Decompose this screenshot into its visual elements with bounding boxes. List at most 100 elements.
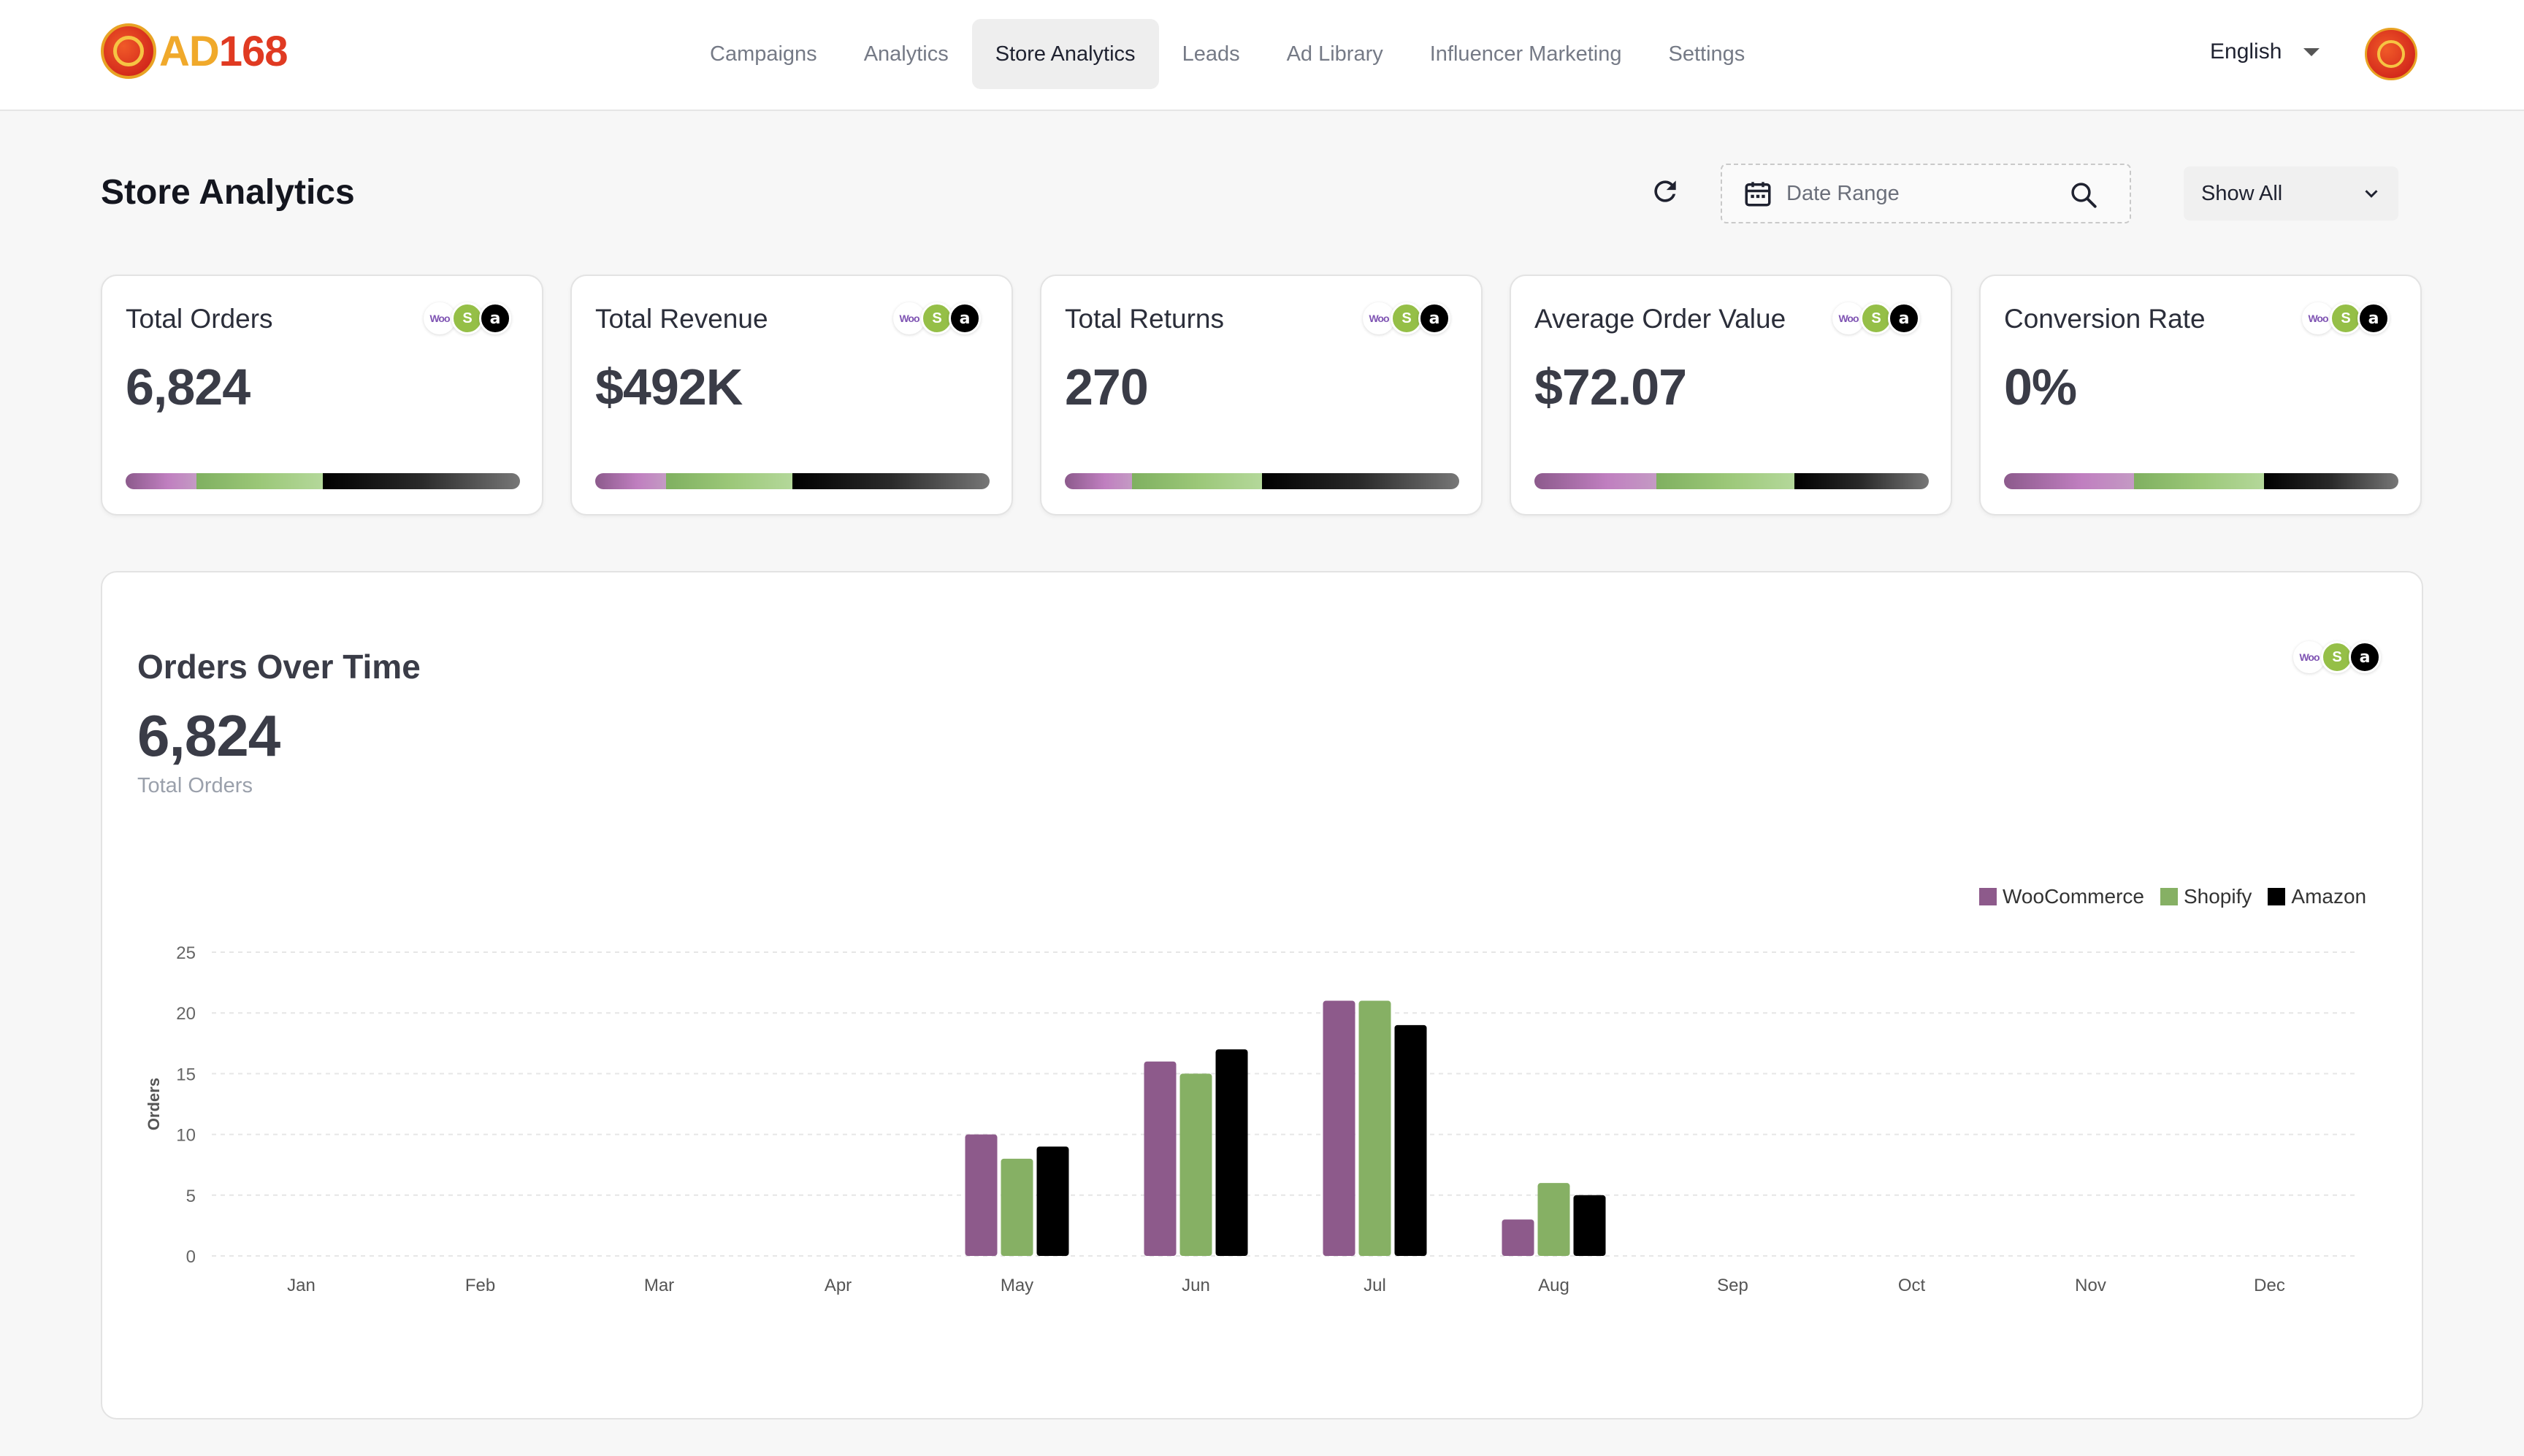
page-title: Store Analytics (101, 173, 355, 212)
bar-shopify-aug (1537, 1183, 1570, 1256)
split-woocommerce (1065, 473, 1132, 489)
brand-logo[interactable]: AD168 (101, 22, 288, 80)
split-amazon (322, 473, 520, 489)
split-shopify (196, 473, 323, 489)
split-amazon (1794, 473, 1929, 489)
caret-down-icon (2303, 47, 2320, 56)
split-shopify (1131, 473, 1262, 489)
x-tick-label: Sep (1717, 1276, 1748, 1295)
x-tick-label: Oct (1898, 1276, 1926, 1295)
split-amazon (1261, 473, 1459, 489)
nav-item-analytics[interactable]: Analytics (863, 42, 949, 66)
bar-amazon-may (1036, 1146, 1069, 1256)
chevron-down-icon (2365, 190, 2378, 198)
bar-shopify-may (1001, 1158, 1033, 1256)
nav-item-influencer-marketing[interactable]: Influencer Marketing (1429, 42, 1622, 66)
bar-amazon-jun (1215, 1049, 1248, 1256)
legend-swatch (2160, 888, 2178, 905)
shopify-icon: S (451, 302, 483, 334)
legend-label: Amazon (2291, 885, 2367, 908)
amazon-icon: a (1418, 302, 1450, 334)
store-logos: Woo S a (893, 302, 981, 334)
woocommerce-icon: Woo (424, 302, 456, 334)
store-split-bar (595, 473, 990, 489)
amazon-icon: a (949, 302, 981, 334)
split-shopify (666, 473, 792, 489)
amazon-icon: a (1888, 302, 1920, 334)
user-avatar[interactable] (2365, 28, 2417, 80)
y-axis-label: Orders (145, 1078, 163, 1130)
split-woocommerce (2004, 473, 2135, 489)
kpi-value: 6,824 (126, 359, 251, 415)
date-range-input[interactable] (1786, 181, 2079, 206)
store-logos: Woo S a (424, 302, 511, 334)
top-navigation-bar: AD168 Campaigns Analytics Store Analytic… (0, 0, 2524, 111)
x-tick-label: Mar (644, 1276, 674, 1295)
kpi-value: $492K (595, 359, 743, 415)
x-tick-label: May (1001, 1276, 1033, 1295)
legend-item-shopify[interactable]: Shopify (2160, 885, 2252, 908)
bar-amazon-aug (1573, 1195, 1606, 1256)
store-split-bar (1065, 473, 1459, 489)
store-split-bar (2004, 473, 2398, 489)
kpi-label: Total Orders (126, 304, 273, 334)
y-tick-label: 10 (176, 1126, 196, 1146)
language-selector[interactable]: English (2210, 39, 2320, 64)
orders-over-time-card: Orders Over Time Woo S a 6,824 Total Ord… (101, 571, 2423, 1419)
bar-amazon-jul (1394, 1024, 1427, 1256)
kpi-value: 270 (1065, 359, 1149, 415)
legend-label: WooCommerce (2003, 885, 2144, 908)
brand-prefix: AD (159, 27, 220, 75)
woocommerce-icon: Woo (2302, 302, 2334, 334)
store-split-bar (1534, 473, 1929, 489)
split-woocommerce (126, 473, 197, 489)
chart-total-value: 6,824 (137, 703, 280, 768)
brand-wordmark: AD168 (159, 27, 288, 76)
legend-swatch (1979, 888, 1997, 905)
split-shopify (1656, 473, 1795, 489)
x-tick-label: Apr (825, 1276, 852, 1295)
legend-item-amazon[interactable]: Amazon (2268, 885, 2366, 908)
legend-item-woocommerce[interactable]: WooCommerce (1979, 885, 2144, 908)
calendar-icon (1745, 182, 1771, 207)
date-range-picker[interactable] (1721, 164, 2131, 223)
y-tick-label: 25 (176, 943, 196, 963)
refresh-icon[interactable] (1649, 175, 1681, 207)
store-filter-value: Show All (2201, 181, 2283, 205)
kpi-card-total-revenue: Total Revenue Woo S a $492K (570, 275, 1013, 516)
kpi-card-conversion-rate: Conversion Rate Woo S a 0% (1979, 275, 2422, 516)
bar-woocommerce-jun (1144, 1061, 1177, 1256)
x-tick-label: Jan (287, 1276, 316, 1295)
y-tick-label: 5 (186, 1187, 196, 1206)
kpi-value: $72.07 (1534, 359, 1687, 415)
brand-mark-icon (101, 23, 156, 79)
kpi-label: Average Order Value (1534, 304, 1786, 334)
kpi-label: Total Returns (1065, 304, 1224, 334)
bar-shopify-jun (1179, 1073, 1212, 1256)
nav-item-campaigns[interactable]: Campaigns (710, 42, 817, 66)
y-tick-label: 15 (176, 1065, 196, 1084)
woocommerce-icon: Woo (1363, 302, 1395, 334)
shopify-icon: S (921, 302, 953, 334)
split-shopify (2134, 473, 2265, 489)
y-tick-label: 20 (176, 1004, 196, 1024)
nav-item-settings[interactable]: Settings (1668, 42, 1745, 66)
legend-swatch (2268, 888, 2286, 905)
chart-total-label: Total Orders (137, 774, 253, 797)
kpi-value: 0% (2004, 359, 2077, 415)
x-tick-label: Nov (2075, 1276, 2106, 1295)
store-logos: Woo S a (1832, 302, 1920, 334)
nav-item-leads[interactable]: Leads (1182, 42, 1240, 66)
orders-bar-chart: 0 5 10 15 20 25 Orders Jan Feb Mar Apr May Jun Jul Aug… (145, 943, 2359, 1295)
kpi-card-average-order-value: Average Order Value Woo S a $72.07 (1510, 275, 1952, 516)
store-logos: Woo S a (2293, 641, 2381, 673)
store-filter-select[interactable]: Show All (2184, 166, 2398, 221)
split-woocommerce (1534, 473, 1657, 489)
brand-number: 168 (218, 27, 288, 75)
search-icon[interactable] (2068, 180, 2099, 210)
nav-item-ad-library[interactable]: Ad Library (1286, 42, 1383, 66)
nav-item-store-analytics[interactable]: Store Analytics (971, 19, 1159, 89)
bar-woocommerce-jul (1323, 1000, 1355, 1256)
bar-shopify-jul (1358, 1000, 1391, 1256)
main-nav: Campaigns Analytics Store Analytics Lead… (687, 19, 1768, 89)
